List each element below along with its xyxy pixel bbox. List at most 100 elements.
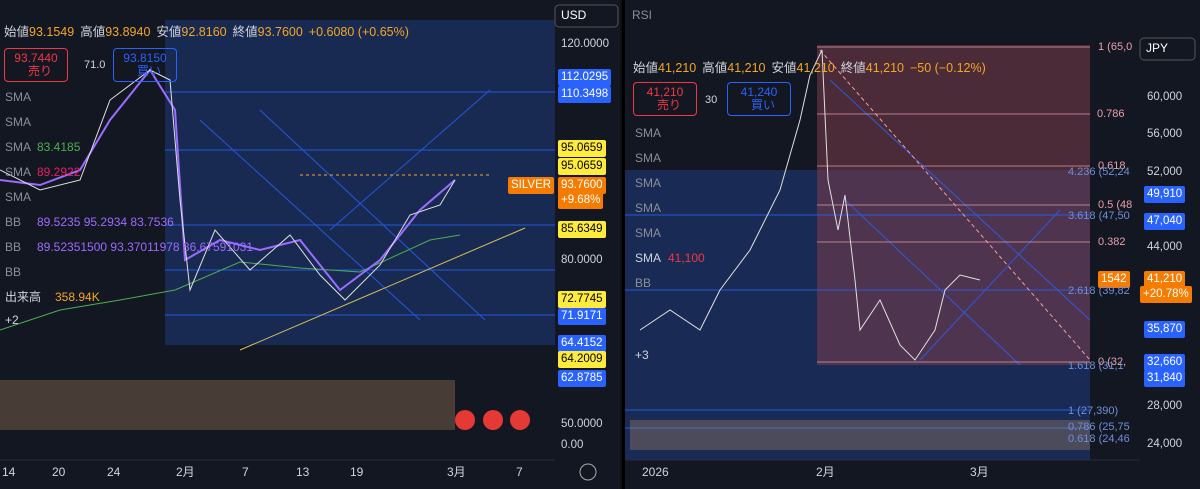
indicator-name: SMA (5, 115, 32, 129)
fib-level: 3.618 (47,50 (1068, 210, 1130, 222)
x-label: 13 (296, 465, 310, 479)
last-change: +9.68% (558, 192, 604, 209)
x-label: 3月 (970, 465, 989, 479)
sell-price[interactable]: 93.7440 (4, 48, 68, 82)
fib-level: 2.618 (39,82 (1068, 285, 1130, 297)
ohlc-h: 93.8940 (105, 25, 151, 39)
price-label: 28,000 (1147, 400, 1183, 412)
ohlc-c: 41,210 (865, 61, 904, 75)
fib-level: 1 (27,390) (1068, 405, 1119, 417)
price-label: 62.8785 (558, 370, 606, 387)
x-label: 2月 (816, 465, 835, 479)
more-indicators: +3 (635, 348, 649, 362)
x-label: 2026 (642, 465, 669, 479)
ohlc-c-label: 終値 (840, 61, 866, 75)
price-label: 80.0000 (561, 254, 603, 266)
x-label: 3月 (447, 465, 466, 479)
indicator-name: SMA (5, 140, 32, 154)
x-label: 7 (516, 465, 523, 479)
sell-label: 売り (657, 98, 682, 112)
ohlc-o-label: 始値 (4, 25, 30, 39)
buy-price[interactable]: 41,240 (727, 82, 791, 116)
price-label: 31,840 (1144, 370, 1186, 387)
indicator-name: SMA (5, 90, 32, 104)
symbol-tag: SILVER (508, 177, 555, 194)
fib-level: 0.618 (1098, 160, 1126, 172)
price-label: 35,870 (1144, 321, 1186, 338)
price-label: 56,000 (1147, 128, 1183, 140)
indicator-value: 41,100 (668, 251, 705, 265)
ohlc-c: 93.7600 (257, 25, 303, 39)
volume-value: 358.94K (55, 290, 100, 304)
buy-label: 買い (751, 98, 776, 112)
indicator-name: SMA (5, 165, 32, 179)
indicator-value: 89.52351500 93.37011978 86.67591031 (37, 240, 253, 254)
sell-label: 売り (28, 64, 53, 78)
indicator-name: BB (5, 265, 22, 279)
buy-label: 買い (137, 64, 162, 78)
indicator-name: SMA (635, 251, 662, 265)
fib-level: 0.5 (48 (1098, 199, 1133, 211)
spread: 30 (705, 94, 718, 106)
fib-level: 1.618 (31,1 (1068, 360, 1124, 372)
x-label: 14 (2, 465, 16, 479)
fib-level: 1 (65,0 (1098, 41, 1133, 53)
fib-level: 0.786 (25,75 (1068, 421, 1130, 433)
price-label: 50.0000 (561, 418, 603, 430)
fib-level: 0 (32, (1098, 356, 1127, 368)
price-label: 120.0000 (561, 38, 609, 50)
price-label: 47,040 (1144, 213, 1186, 230)
price-label: 64.4152 (558, 335, 606, 352)
buy-price[interactable]: 93.8150 (113, 48, 177, 82)
x-label: 7 (242, 465, 249, 479)
indicator-name: SMA (635, 201, 662, 215)
price-label: 60,000 (1147, 91, 1183, 103)
price-label: 110.3498 (558, 86, 612, 103)
last-price: 41,210 (1144, 271, 1186, 288)
more-indicators: +2 (5, 313, 19, 327)
bar-timer: 1542 (1098, 271, 1130, 288)
last-change: +20.78% (1140, 286, 1192, 303)
price-label: 112.0295 (558, 69, 612, 86)
price-label: 0.00 (561, 439, 584, 451)
indicator-value: 89.2922 (37, 165, 81, 179)
price-label: 71.9171 (558, 308, 606, 325)
fib-level: 0.618 (24,46 (1068, 433, 1130, 445)
x-label: 2月 (176, 465, 195, 479)
fib-level: 0.382 (1098, 236, 1126, 248)
ohlc-o-label: 始値 (633, 61, 659, 75)
indicator-name: BB (5, 215, 22, 229)
indicator-name: SMA (635, 126, 662, 140)
indicator-name: SMA (635, 226, 662, 240)
ohlc-change: +0.6080 (+0.65%) (308, 25, 409, 39)
rsi-label: RSI (632, 8, 653, 22)
ohlc-o: 41,210 (658, 61, 697, 75)
ohlc-h-label: 高値 (702, 61, 728, 75)
ohlc-c-label: 終値 (232, 25, 258, 39)
indicator-name: BB (635, 276, 652, 290)
ohlc-change: −50 (−0.12%) (910, 61, 986, 75)
indicator-name: SMA (635, 151, 662, 165)
ohlc-o: 93.1549 (29, 25, 75, 39)
price-label: 64.2009 (558, 351, 606, 368)
fib-level: 0.786 (1097, 108, 1125, 120)
ohlc-l-label: 安値 (156, 25, 182, 39)
x-label: 20 (52, 465, 66, 479)
x-label: 19 (350, 465, 364, 479)
price-label: 49,910 (1144, 186, 1186, 203)
indicator-name: SMA (635, 176, 662, 190)
last-price: 93.7600 (558, 177, 606, 194)
spread: 71.0 (84, 59, 106, 71)
ohlc-l: 41,210 (796, 61, 835, 75)
price-label: 44,000 (1147, 241, 1183, 253)
price-label: 95.0659 (558, 158, 606, 175)
price-label: 72.7745 (558, 291, 606, 308)
price-label: 32,660 (1144, 354, 1186, 371)
sell-price[interactable]: 41,210 (633, 82, 697, 116)
x-label: 24 (107, 465, 121, 479)
ohlc-h: 41,210 (727, 61, 766, 75)
currency-select[interactable]: USD (561, 8, 587, 22)
currency-select[interactable]: JPY (1146, 41, 1169, 55)
